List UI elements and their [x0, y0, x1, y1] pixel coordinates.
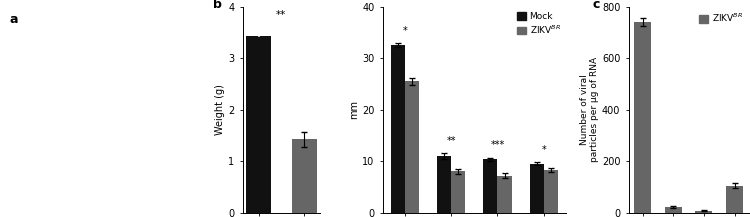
- Text: *: *: [542, 145, 546, 155]
- Bar: [544, 170, 558, 213]
- Y-axis label: Weight (g): Weight (g): [215, 84, 225, 135]
- Bar: [452, 171, 465, 213]
- Bar: [695, 210, 712, 213]
- Bar: [292, 140, 316, 213]
- Text: a: a: [9, 13, 17, 26]
- Bar: [664, 207, 682, 213]
- Bar: [437, 156, 452, 213]
- Bar: [405, 81, 419, 213]
- Bar: [726, 186, 743, 213]
- Text: *: *: [403, 26, 407, 36]
- Text: **: **: [276, 10, 286, 20]
- Bar: [530, 164, 544, 213]
- Y-axis label: Number of viral
particles per µg of RNA: Number of viral particles per µg of RNA: [580, 57, 599, 162]
- Bar: [246, 36, 272, 213]
- Text: c: c: [592, 0, 600, 11]
- Bar: [497, 176, 512, 213]
- Y-axis label: mm: mm: [350, 100, 359, 119]
- Text: b: b: [213, 0, 222, 11]
- Bar: [484, 159, 497, 213]
- Bar: [634, 22, 651, 213]
- Text: ***: ***: [490, 140, 505, 150]
- Bar: [391, 45, 405, 213]
- Legend: Mock, ZIKV$^{BR}$: Mock, ZIKV$^{BR}$: [516, 11, 562, 36]
- Text: **: **: [446, 136, 456, 146]
- Legend: ZIKV$^{BR}$: ZIKV$^{BR}$: [698, 11, 744, 25]
